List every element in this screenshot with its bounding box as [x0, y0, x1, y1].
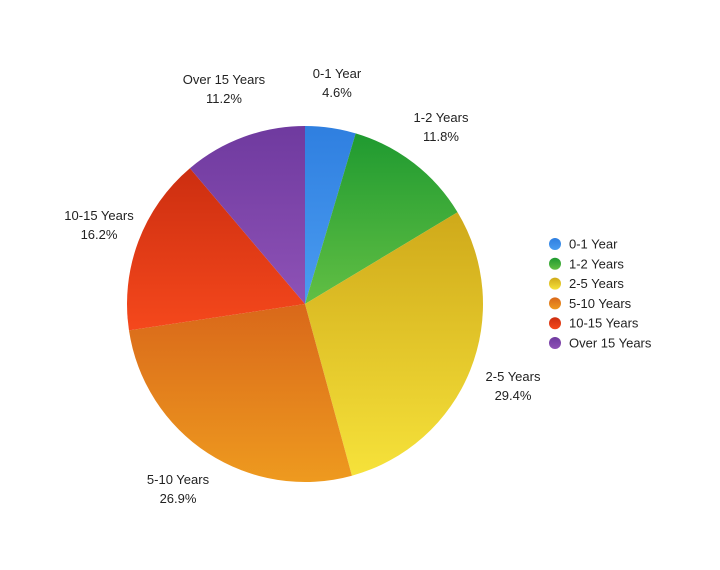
slice-label-value: 16.2% — [81, 227, 118, 242]
legend-swatch — [549, 337, 561, 349]
slice-label-value: 4.6% — [322, 85, 352, 100]
slice-label-over-15-years: Over 15 Years 11.2% — [183, 72, 266, 106]
slice-label-category: 5-10 Years — [147, 472, 210, 487]
pie-slice-0-1-year — [305, 126, 356, 304]
legend-swatch — [549, 317, 561, 330]
legend-item-over-15-years: Over 15 Years — [549, 336, 652, 351]
slice-label-2-5-years: 2-5 Years 29.4% — [486, 369, 541, 403]
slice-label-value: 29.4% — [495, 388, 532, 403]
legend-item-2-5-years: 2-5 Years — [549, 276, 624, 291]
slice-label-value: 26.9% — [160, 491, 197, 506]
slice-label-category: 2-5 Years — [486, 369, 541, 384]
legend-label: 0-1 Year — [569, 237, 618, 252]
slice-label-10-15-years: 10-15 Years 16.2% — [64, 208, 134, 242]
legend-label: 5-10 Years — [569, 296, 632, 311]
legend-swatch — [549, 257, 561, 270]
slice-label-category: Over 15 Years — [183, 72, 266, 87]
legend-label: Over 15 Years — [569, 336, 652, 351]
slice-label-value: 11.8% — [423, 129, 459, 144]
legend-label: 1-2 Years — [569, 256, 624, 271]
slice-labels: 0-1 Year 4.6% 1-2 Years 11.8% 2-5 Years 29.4%… — [64, 66, 541, 506]
pie-slice-2-5-years — [305, 212, 484, 476]
slice-label-0-1-year: 0-1 Year 4.6% — [313, 66, 362, 100]
pie-slices — [127, 126, 484, 482]
legend-swatch — [549, 297, 561, 310]
legend-swatch — [549, 238, 561, 250]
slice-label-value: 11.2% — [206, 91, 242, 106]
pie-slice-over-15-years — [189, 126, 305, 304]
legend-swatch — [549, 277, 561, 290]
legend-item-5-10-years: 5-10 Years — [549, 296, 632, 311]
pie-slice-5-10-years — [128, 304, 352, 482]
slice-label-category: 10-15 Years — [64, 208, 134, 223]
slice-label-category: 1-2 Years — [414, 110, 469, 125]
legend-label: 10-15 Years — [569, 316, 639, 331]
pie-slice-1-2-years — [305, 133, 458, 304]
legend-item-1-2-years: 1-2 Years — [549, 256, 624, 271]
slice-label-1-2-years: 1-2 Years 11.8% — [414, 110, 469, 144]
legend-item-10-15-years: 10-15 Years — [549, 316, 639, 331]
legend-item-0-1-year: 0-1 Year — [549, 237, 618, 252]
pie-slice-10-15-years — [127, 168, 306, 331]
legend-label: 2-5 Years — [569, 276, 624, 291]
slice-label-5-10-years: 5-10 Years 26.9% — [147, 472, 210, 506]
slice-label-category: 0-1 Year — [313, 66, 362, 81]
legend: 0-1 Year 1-2 Years 2-5 Years 5-10 Years 10-1… — [549, 237, 652, 351]
